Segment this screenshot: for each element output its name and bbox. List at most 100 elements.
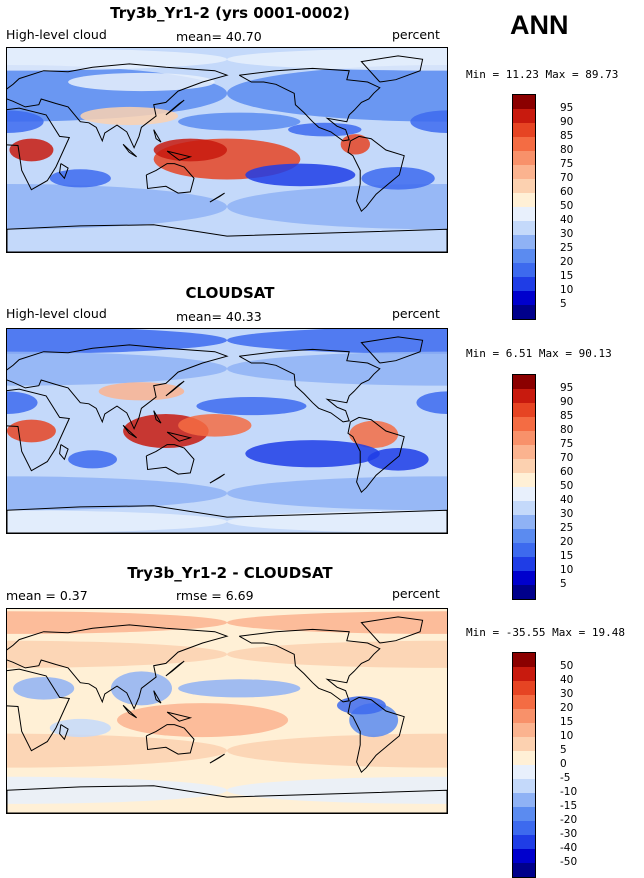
coastline bbox=[153, 129, 162, 143]
panel-3-colorbar bbox=[512, 652, 536, 878]
colorbar-tick-label: 60 bbox=[560, 186, 574, 198]
coastline bbox=[59, 444, 69, 461]
map-field bbox=[7, 609, 447, 813]
colorbar-segment bbox=[513, 529, 535, 543]
colorbar-tick-label: -50 bbox=[560, 856, 578, 868]
colorbar-tick-label: -40 bbox=[560, 842, 578, 854]
field-contours bbox=[7, 329, 447, 533]
colorbar-tick-label: 95 bbox=[560, 382, 574, 394]
colorbar-segment bbox=[513, 473, 535, 487]
coastline bbox=[59, 163, 69, 180]
coastline bbox=[153, 410, 162, 424]
panel-3-min-max: Min = -35.55 Max = 19.48 bbox=[466, 626, 625, 639]
colorbar-tick-label: 30 bbox=[560, 688, 574, 700]
colorbar-tick-label: 15 bbox=[560, 716, 574, 728]
colorbar-tick-label: 90 bbox=[560, 396, 574, 408]
colorbar-tick-label: -5 bbox=[560, 772, 571, 784]
coastline bbox=[122, 704, 137, 719]
colorbar-segment bbox=[513, 543, 535, 557]
panel-3-units-label: percent bbox=[392, 586, 440, 601]
colorbar-segment bbox=[513, 585, 535, 599]
colorbar-tick-label: 85 bbox=[560, 410, 574, 422]
colorbar-segment bbox=[513, 277, 535, 291]
colorbar-segment bbox=[513, 863, 535, 877]
coastline bbox=[7, 624, 229, 710]
coastline bbox=[347, 135, 405, 213]
colorbar-tick-label: 95 bbox=[560, 102, 574, 114]
colorbar-tick-label: 40 bbox=[560, 214, 574, 226]
colorbar-segment bbox=[513, 695, 535, 709]
panel-3-title: Try3b_Yr1-2 - CLOUDSAT bbox=[127, 564, 333, 582]
coastline bbox=[145, 724, 195, 755]
colorbar-tick-label: -30 bbox=[560, 828, 578, 840]
colorbar-segment bbox=[513, 459, 535, 473]
coastline bbox=[165, 380, 185, 397]
coastline bbox=[347, 416, 405, 494]
field-contours bbox=[7, 611, 447, 804]
colorbar-segment bbox=[513, 291, 535, 305]
colorbar-segment bbox=[513, 821, 535, 835]
colorbar-segment bbox=[513, 165, 535, 179]
coastlines bbox=[7, 336, 447, 533]
colorbar-tick-label: 20 bbox=[560, 702, 574, 714]
colorbar-tick-label: -20 bbox=[560, 814, 578, 826]
colorbar-tick-label: 75 bbox=[560, 438, 574, 450]
coastline bbox=[360, 336, 424, 364]
panel-1-title: Try3b_Yr1-2 (yrs 0001-0002) bbox=[110, 4, 350, 22]
colorbar-tick-label: 50 bbox=[560, 660, 574, 672]
colorbar-tick-label: 5 bbox=[560, 744, 567, 756]
panel-1-variable-label: High-level cloud bbox=[6, 27, 107, 42]
colorbar-segment bbox=[513, 389, 535, 403]
colorbar-segment bbox=[513, 667, 535, 681]
colorbar-tick-label: 5 bbox=[560, 578, 567, 590]
coastline bbox=[238, 348, 381, 423]
coastline bbox=[7, 63, 229, 149]
colorbar-segment bbox=[513, 151, 535, 165]
panel-3-map bbox=[6, 608, 448, 814]
colorbar-tick-label: 50 bbox=[560, 480, 574, 492]
colorbar-segment bbox=[513, 207, 535, 221]
colorbar-segment bbox=[513, 445, 535, 459]
colorbar-segment bbox=[513, 431, 535, 445]
field-contours bbox=[7, 48, 447, 230]
colorbar-segment bbox=[513, 681, 535, 695]
coastline bbox=[59, 724, 69, 741]
coastline bbox=[166, 711, 193, 722]
colorbar-segment bbox=[513, 403, 535, 417]
panel-2-units-label: percent bbox=[392, 306, 440, 321]
panel-2-min-max: Min = 6.51 Max = 90.13 bbox=[466, 347, 612, 360]
colorbar-segment bbox=[513, 737, 535, 751]
coastline bbox=[238, 67, 381, 142]
map-field bbox=[7, 48, 447, 252]
colorbar-segment bbox=[513, 95, 535, 109]
colorbar-segment bbox=[513, 751, 535, 765]
colorbar-tick-label: 70 bbox=[560, 452, 574, 464]
coastline bbox=[153, 690, 162, 704]
colorbar-tick-label: 40 bbox=[560, 494, 574, 506]
coastline bbox=[7, 505, 447, 533]
panel-2-map bbox=[6, 328, 448, 534]
colorbar-tick-label: -10 bbox=[560, 786, 578, 798]
map-field bbox=[7, 329, 447, 533]
colorbar-tick-label: 25 bbox=[560, 522, 574, 534]
coastlines bbox=[7, 616, 447, 813]
colorbar-segment bbox=[513, 501, 535, 515]
colorbar-tick-label: 15 bbox=[560, 550, 574, 562]
colorbar-segment bbox=[513, 137, 535, 151]
coastline bbox=[238, 628, 381, 703]
colorbar-tick-label: 30 bbox=[560, 228, 574, 240]
panel-1-mean-label: mean= 40.70 bbox=[176, 29, 262, 44]
colorbar-tick-label: 20 bbox=[560, 256, 574, 268]
coastline bbox=[209, 192, 225, 203]
panel-1-min-max: Min = 11.23 Max = 89.73 bbox=[466, 68, 619, 81]
colorbar-segment bbox=[513, 723, 535, 737]
coastline bbox=[122, 143, 137, 158]
colorbar-segment bbox=[513, 849, 535, 863]
coastline bbox=[7, 107, 71, 191]
colorbar-tick-label: 80 bbox=[560, 424, 574, 436]
coastline bbox=[360, 55, 424, 83]
colorbar-segment bbox=[513, 709, 535, 723]
colorbar-segment bbox=[513, 417, 535, 431]
coastline bbox=[209, 473, 225, 484]
colorbar-segment bbox=[513, 653, 535, 667]
